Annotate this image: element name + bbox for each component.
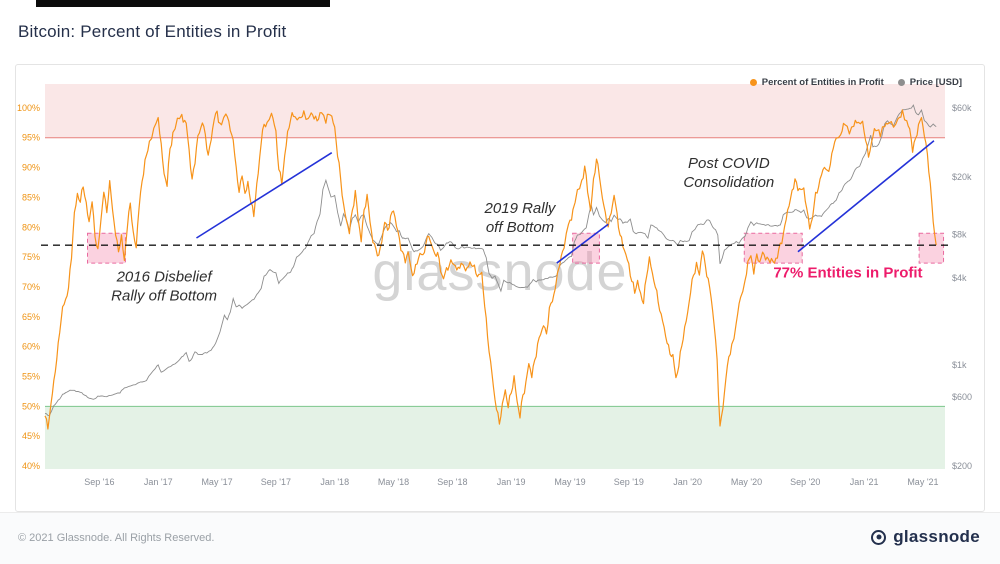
x-tick: Jan '20 bbox=[673, 477, 702, 487]
y-right-tick: $200 bbox=[952, 461, 972, 471]
y-left-tick: 90% bbox=[22, 163, 40, 173]
y-left-tick: 70% bbox=[22, 282, 40, 292]
annotation-post-covid: Post COVID Consolidation bbox=[683, 155, 774, 191]
trendline-2 bbox=[797, 140, 935, 253]
x-tick: May '21 bbox=[907, 477, 938, 487]
band-profit-saturation-zone bbox=[45, 84, 945, 138]
annotation-rally-2019: 2019 Rally off Bottom bbox=[484, 200, 557, 236]
x-tick: Sep '18 bbox=[437, 477, 467, 487]
legend-label-price: Price [USD] bbox=[909, 77, 962, 88]
y-right-tick: $60k bbox=[952, 103, 972, 113]
x-tick: Jan '17 bbox=[144, 477, 173, 487]
glassnode-logo-text: glassnode bbox=[893, 527, 980, 546]
chart-plot[interactable]: 100% 95% 90% 85% 80% 75% 70% 65% 60% 55% 50% 45% 40%… bbox=[16, 65, 984, 511]
y-right-tick: $600 bbox=[952, 392, 972, 402]
y-left-tick: 45% bbox=[22, 431, 40, 441]
x-tick: Jan '18 bbox=[320, 477, 349, 487]
legend-label-entities: Percent of Entities in Profit bbox=[761, 77, 884, 88]
glassnode-logo[interactable]: glassnode bbox=[871, 527, 980, 547]
series-entities-in-profit bbox=[44, 109, 937, 430]
x-tick: Sep '19 bbox=[614, 477, 644, 487]
copyright-text: © 2021 Glassnode. All Rights Reserved. bbox=[18, 532, 215, 544]
x-tick: May '18 bbox=[378, 477, 409, 487]
y-right-tick: $20k bbox=[952, 172, 972, 182]
glassnode-logo-icon bbox=[871, 529, 887, 545]
x-tick: May '17 bbox=[201, 477, 232, 487]
top-strip bbox=[36, 0, 330, 7]
page-title: Bitcoin: Percent of Entities in Profit bbox=[18, 22, 287, 41]
x-tick: Jan '19 bbox=[497, 477, 526, 487]
x-tick: May '19 bbox=[554, 477, 585, 487]
footer: © 2021 Glassnode. All Rights Reserved. g… bbox=[0, 512, 1000, 564]
legend-dot-price-icon bbox=[897, 79, 905, 86]
y-left-tick: 100% bbox=[17, 103, 40, 113]
trendline-0 bbox=[196, 151, 333, 239]
y-right-tick: $1k bbox=[952, 360, 967, 370]
chart-card: Percent of Entities in Profit Price [USD… bbox=[15, 64, 985, 512]
y-left-tick: 75% bbox=[22, 252, 40, 262]
y-right-tick: $4k bbox=[952, 273, 967, 283]
legend-item-price[interactable]: Price [USD] bbox=[897, 77, 962, 88]
x-tick: Sep '16 bbox=[84, 477, 114, 487]
highlight-region-3 bbox=[918, 232, 945, 264]
x-tick: Sep '20 bbox=[790, 477, 820, 487]
x-tick: Jan '21 bbox=[850, 477, 879, 487]
legend-item-entities-in-profit[interactable]: Percent of Entities in Profit bbox=[749, 77, 884, 88]
band-capitulation-zone bbox=[45, 406, 945, 469]
trendline-1 bbox=[556, 223, 609, 264]
legend-dot-entities-icon bbox=[749, 79, 757, 86]
x-tick: May '20 bbox=[731, 477, 762, 487]
highlight-region-2 bbox=[743, 232, 803, 264]
y-left-tick: 95% bbox=[22, 133, 40, 143]
annotation-disbelief-2016: 2016 Disbelief Rally off Bottom bbox=[111, 269, 217, 305]
y-left-tick: 60% bbox=[22, 342, 40, 352]
series-price-usd bbox=[44, 104, 937, 416]
y-left-tick: 80% bbox=[22, 222, 40, 232]
y-left-tick: 40% bbox=[22, 461, 40, 471]
y-left-tick: 50% bbox=[22, 401, 40, 411]
y-left-tick: 65% bbox=[22, 312, 40, 322]
y-left-tick: 55% bbox=[22, 371, 40, 381]
y-left-tick: 85% bbox=[22, 192, 40, 202]
annotation-profit-77: 77% Entities in Profit bbox=[773, 264, 922, 281]
y-right-tick: $8k bbox=[952, 229, 967, 239]
x-tick: Sep '17 bbox=[261, 477, 291, 487]
chart-legend: Percent of Entities in Profit Price [USD… bbox=[749, 77, 962, 88]
